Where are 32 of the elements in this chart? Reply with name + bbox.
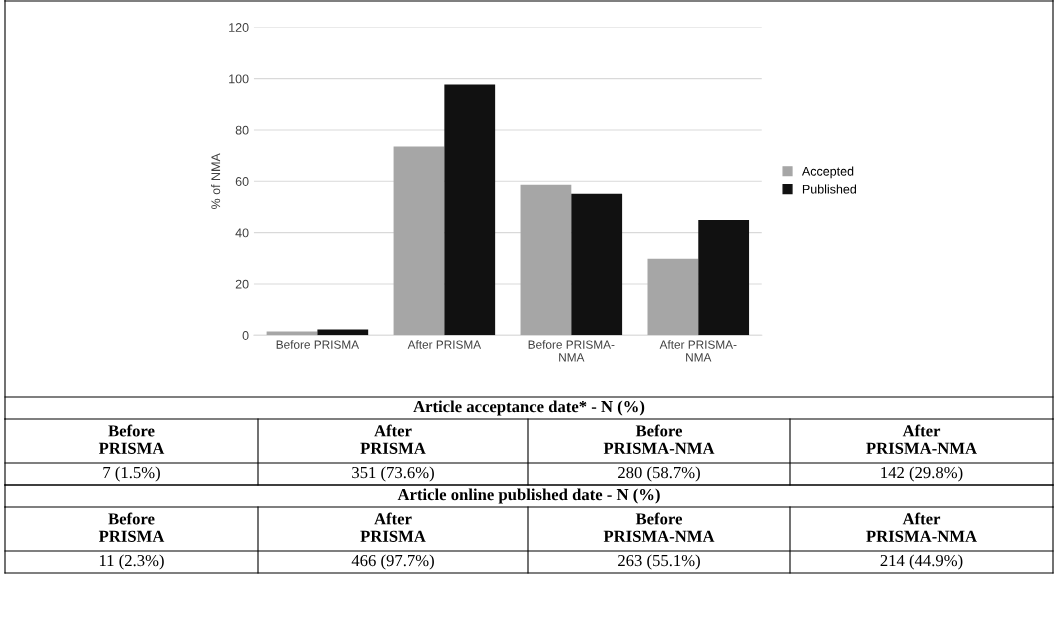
legend-label: Published [802,184,857,194]
text: 214 (44.9%) [880,554,963,570]
text: 351 (73.6%) [352,466,434,482]
category-label: Before PRISMA-NMA [603,424,715,454]
y-tick-label: 20 [235,279,249,289]
legend-label: Accepted [801,166,854,179]
text: 263 (55.1%) [618,554,700,570]
y-axis-title: % of NMA [211,153,221,209]
text: 11 (2.3%) [99,554,164,570]
category-label: Before PRISMA-NMA [603,512,715,542]
x-tick-label: Before PRISMA [276,340,360,349]
y-tick-label: 40 [235,228,249,238]
text: Article acceptance date* - N (%) [413,400,645,416]
y-tick-label: 100 [229,74,249,84]
text: Article online published date - N (%) [397,488,660,504]
x-tick-label: Before PRISMA-NMA [528,340,615,362]
text: 142 (29.8%) [881,466,963,482]
category-label: After PRISMA [360,512,426,542]
category-label: Before PRISMA [98,424,165,454]
x-tick-label: After PRISMA-NMA [659,340,737,362]
y-tick-label: 60 [235,177,249,186]
y-tick-label: 80 [235,125,249,135]
y-tick-label: 120 [229,23,249,32]
y-tick-label: 0 [242,331,249,340]
category-label: Before PRISMA [98,512,165,542]
text: 466 (97.7%) [351,554,434,570]
text: 280 (58.7%) [618,466,700,482]
category-label: After PRISMA-NMA [866,512,977,542]
text: 7 (1.5%) [103,466,160,482]
category-label: After PRISMA-NMA [866,424,977,454]
category-label: After PRISMA [360,424,426,454]
x-tick-label: After PRISMA [407,340,482,349]
